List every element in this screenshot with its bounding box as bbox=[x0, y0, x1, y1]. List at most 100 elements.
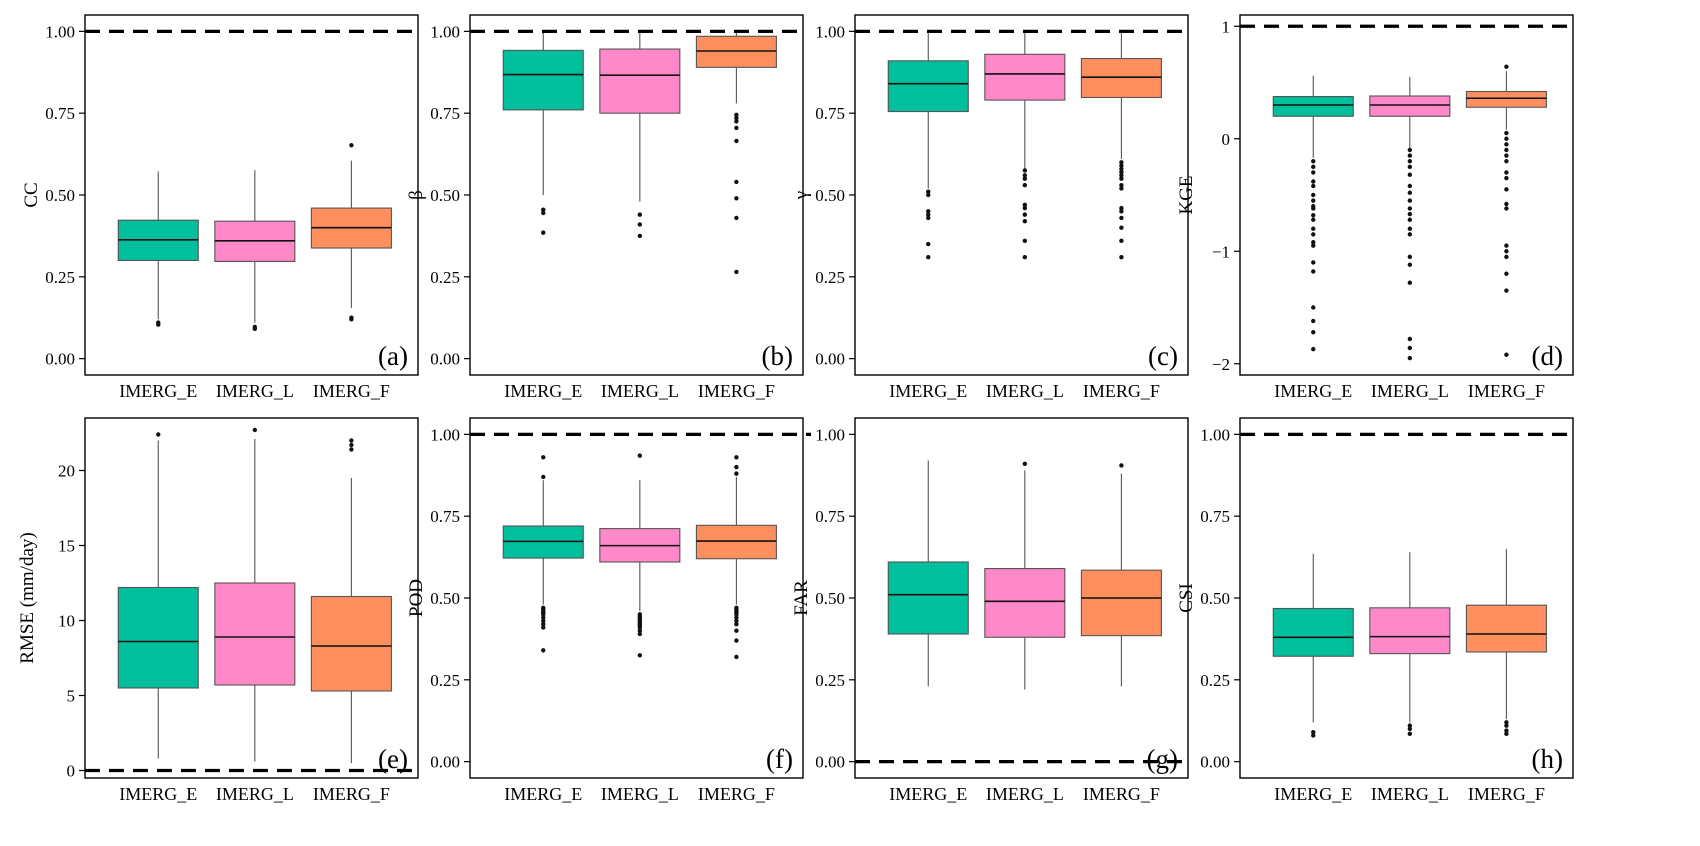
outlier-point bbox=[1407, 164, 1413, 170]
outlier-point bbox=[1407, 159, 1413, 164]
y-tick-label: 1 bbox=[1222, 17, 1231, 36]
outlier-point bbox=[349, 442, 354, 448]
panel-label: (h) bbox=[1532, 744, 1563, 774]
y-tick-label: 0.25 bbox=[430, 268, 460, 287]
outlier-point bbox=[734, 618, 739, 624]
outlier-point bbox=[1504, 159, 1509, 164]
panel-d: −2 −1 0 1 KGE IMERG_E IMERG_L IMERG_F (d) bbox=[1176, 14, 1574, 401]
outlier-point bbox=[1407, 172, 1413, 177]
y-tick-label: 0.25 bbox=[1200, 671, 1230, 690]
y-tick-label: 0.25 bbox=[45, 268, 75, 287]
y-tick-label: 0.00 bbox=[45, 350, 75, 369]
plot-frame bbox=[84, 14, 419, 376]
y-axis-label: POD bbox=[406, 579, 427, 617]
box-iqr bbox=[1369, 95, 1451, 117]
x-category-label: IMERG_L bbox=[601, 381, 679, 401]
panel-b: 0.00 0.25 0.50 0.75 1.00 β IMERG_E IMERG_L IMERG… bbox=[406, 14, 804, 401]
y-tick-label: 0.50 bbox=[430, 186, 460, 205]
x-category-label: IMERG_F bbox=[698, 381, 775, 401]
outlier-point bbox=[1022, 205, 1028, 211]
y-tick-label: 0.50 bbox=[430, 589, 460, 608]
outlier-point bbox=[1504, 288, 1509, 293]
outlier-point bbox=[541, 474, 546, 480]
outlier-point bbox=[1022, 202, 1028, 208]
x-category-label: IMERG_F bbox=[313, 381, 390, 401]
outlier-point bbox=[1022, 168, 1028, 173]
y-tick-label: 0 bbox=[1222, 130, 1231, 149]
plot-frame bbox=[469, 14, 804, 376]
box-imerg-e bbox=[502, 31, 584, 235]
outlier-point bbox=[1504, 153, 1509, 158]
panel-label: (c) bbox=[1148, 341, 1178, 371]
outlier-point bbox=[1022, 254, 1028, 260]
outlier-point bbox=[1407, 198, 1413, 203]
outlier-point bbox=[637, 212, 643, 217]
outlier-point bbox=[1407, 336, 1413, 342]
outlier-point bbox=[1022, 182, 1028, 188]
outlier-point bbox=[1504, 728, 1509, 733]
outlier-point bbox=[1407, 254, 1413, 260]
outlier-point bbox=[734, 215, 739, 221]
y-tick-label: 1.00 bbox=[430, 22, 460, 41]
box-iqr bbox=[887, 60, 969, 113]
outlier-point bbox=[1119, 463, 1124, 468]
outlier-point bbox=[349, 143, 354, 148]
y-tick-label: 0.75 bbox=[815, 507, 845, 526]
outlier-point bbox=[926, 189, 931, 194]
box-imerg-f bbox=[1080, 463, 1162, 687]
outlier-point bbox=[1407, 206, 1413, 211]
outlier-point bbox=[637, 453, 643, 458]
outlier-point bbox=[1311, 206, 1316, 211]
outlier-point bbox=[1504, 201, 1509, 207]
y-tick-label: 0.00 bbox=[815, 753, 845, 772]
outlier-point bbox=[1119, 205, 1124, 211]
outlier-point bbox=[252, 427, 258, 433]
outlier-point bbox=[1407, 153, 1413, 158]
outlier-point bbox=[349, 447, 354, 452]
box-imerg-f bbox=[1465, 548, 1547, 737]
outlier-point bbox=[1311, 733, 1316, 738]
box-imerg-e bbox=[1272, 553, 1354, 738]
outlier-point bbox=[734, 112, 739, 118]
outlier-point bbox=[1504, 64, 1509, 69]
x-category-label: IMERG_E bbox=[1274, 381, 1352, 401]
plot-frame bbox=[84, 417, 419, 779]
outlier-point bbox=[1407, 355, 1413, 361]
panel-label: (g) bbox=[1147, 744, 1178, 774]
outlier-point bbox=[734, 138, 739, 144]
outlier-point bbox=[1119, 209, 1124, 214]
outlier-point bbox=[1407, 345, 1413, 351]
outlier-point bbox=[1504, 142, 1509, 147]
x-category-label: IMERG_E bbox=[1274, 784, 1352, 804]
plot-frame bbox=[1239, 14, 1574, 376]
outlier-point bbox=[1504, 720, 1509, 725]
panel-label: (e) bbox=[378, 744, 408, 774]
outlier-point bbox=[1311, 729, 1316, 735]
outlier-point bbox=[1311, 240, 1316, 245]
outlier-point bbox=[1022, 238, 1028, 244]
outlier-point bbox=[1504, 352, 1509, 357]
outlier-point bbox=[541, 648, 546, 653]
panel-h: 0.00 0.25 0.50 0.75 1.00 CSI IMERG_E IMERG_L IME… bbox=[1176, 417, 1574, 804]
box-iqr bbox=[695, 35, 777, 68]
outlier-point bbox=[541, 615, 546, 620]
y-tick-label: 10 bbox=[58, 612, 75, 631]
y-tick-label: 0.00 bbox=[430, 753, 460, 772]
outlier-point bbox=[1311, 217, 1316, 222]
box-iqr bbox=[695, 524, 777, 560]
x-category-label: IMERG_L bbox=[216, 381, 294, 401]
outlier-point bbox=[1022, 173, 1028, 178]
x-category-label: IMERG_L bbox=[601, 784, 679, 804]
outlier-point bbox=[734, 621, 739, 627]
y-tick-label: 1.00 bbox=[430, 425, 460, 444]
y-tick-label: 5 bbox=[67, 687, 76, 706]
outlier-point bbox=[156, 322, 161, 327]
outlier-point bbox=[734, 615, 739, 620]
outlier-point bbox=[541, 621, 546, 627]
outlier-point bbox=[1407, 280, 1413, 285]
x-category-label: IMERG_L bbox=[986, 784, 1064, 804]
outlier-point bbox=[541, 207, 546, 212]
outlier-point bbox=[1504, 254, 1509, 260]
outlier-point bbox=[1504, 147, 1509, 153]
panel-label: (d) bbox=[1532, 341, 1563, 371]
